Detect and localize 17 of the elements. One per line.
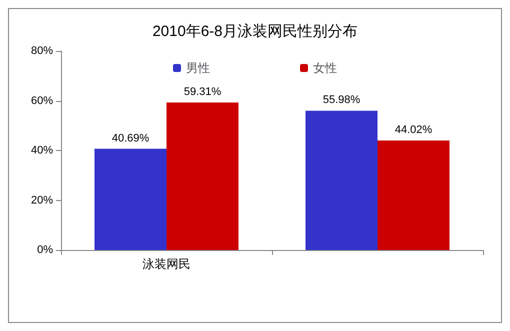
y-tick-label: 20% [30,194,54,206]
chart-title: 2010年6-8月泳装网民性别分布 [152,23,358,40]
bar [378,140,450,250]
y-tick-label: 60% [30,94,54,107]
data-label: 55.98% [322,94,360,106]
bar [94,148,166,250]
data-label: 59.31% [184,86,222,98]
x-tick-label: 泳装网民 [142,257,190,271]
bar [166,102,238,250]
data-label: 40.69% [112,132,150,144]
y-tick-label: 0% [37,244,54,256]
data-label: 44.02% [394,124,432,136]
bar [306,110,378,250]
y-tick-label: 40% [30,144,54,156]
legend-label: 男性 [186,61,210,75]
y-tick-label: 80% [30,45,54,57]
legend-label: 女性 [313,61,337,75]
